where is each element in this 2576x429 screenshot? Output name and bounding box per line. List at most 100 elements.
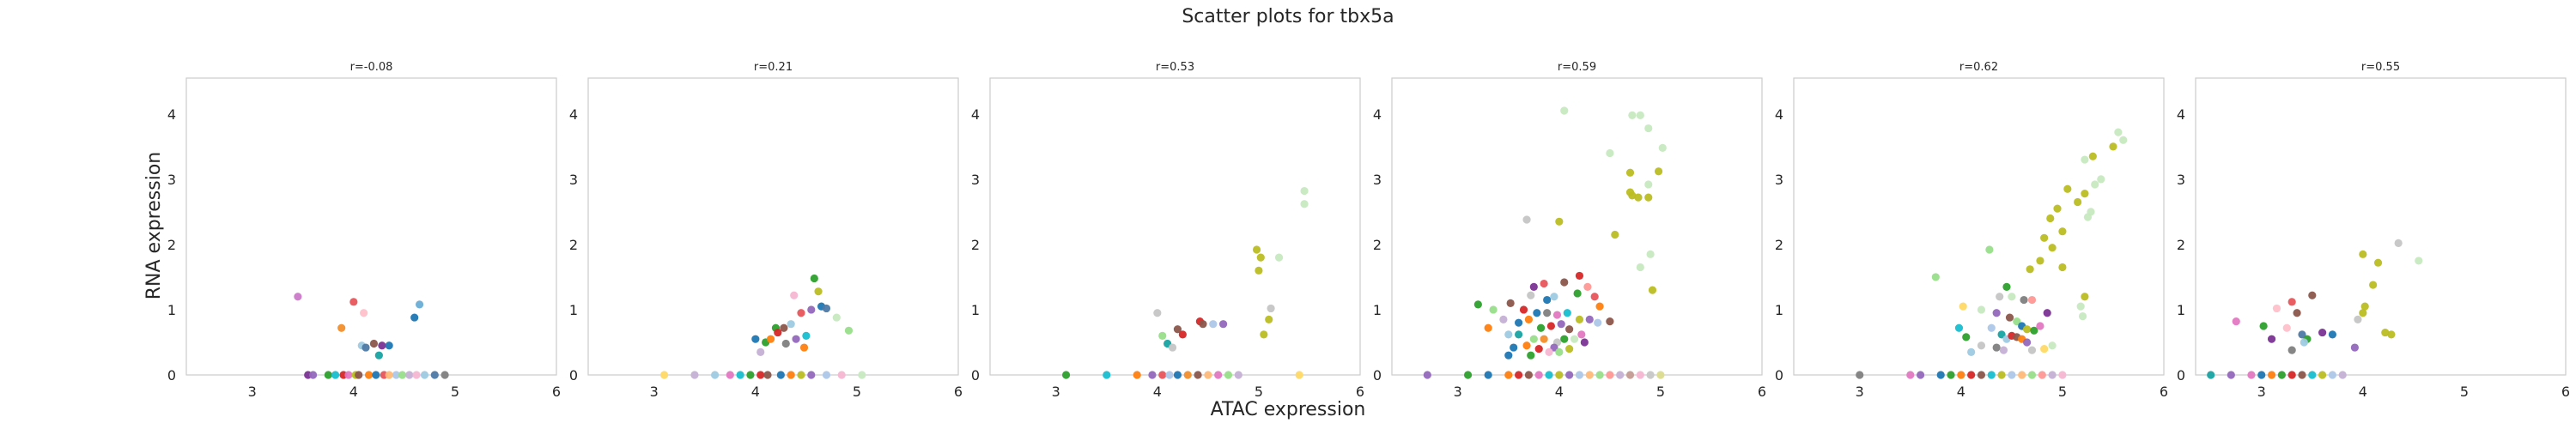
data-point xyxy=(2328,330,2337,339)
scatter-panel-4: r=0.59 3 4 5 6 0 1 2 3 4 xyxy=(1373,61,1766,400)
data-point xyxy=(1565,344,1574,353)
data-point xyxy=(787,320,795,329)
data-point xyxy=(1158,331,1167,340)
data-point xyxy=(2109,142,2117,151)
data-point xyxy=(1510,343,1518,352)
data-points xyxy=(659,274,866,379)
data-point xyxy=(659,371,669,379)
data-point xyxy=(1997,330,2006,339)
data-point xyxy=(1917,371,1925,379)
data-point xyxy=(2298,330,2306,339)
y-tick-label: 1 xyxy=(1775,302,1783,318)
data-point xyxy=(324,371,332,379)
figure-title: Scatter plots for tbx5a xyxy=(1182,6,1394,27)
data-point xyxy=(2232,317,2240,326)
data-point xyxy=(1527,351,1535,360)
data-point xyxy=(774,328,782,337)
data-point xyxy=(1656,371,1665,379)
data-point xyxy=(1234,371,1242,379)
y-tick-label: 4 xyxy=(2177,106,2185,123)
data-point xyxy=(1628,111,1637,119)
data-point xyxy=(1103,371,1111,379)
y-tick-label: 2 xyxy=(569,237,578,253)
data-point xyxy=(2360,302,2369,311)
data-point xyxy=(1504,351,1513,360)
data-points xyxy=(2207,239,2423,379)
data-point xyxy=(797,371,805,379)
data-point xyxy=(1625,188,1635,196)
data-point xyxy=(1595,371,1604,379)
data-point xyxy=(410,313,419,322)
x-tick-label: 4 xyxy=(1555,384,1564,400)
data-point xyxy=(2287,346,2296,354)
data-point xyxy=(726,371,734,379)
data-point xyxy=(294,293,302,301)
panel-title: r=0.55 xyxy=(2361,61,2400,74)
data-point xyxy=(2005,313,2014,322)
data-point xyxy=(1997,371,2006,379)
data-point xyxy=(837,371,846,379)
data-point xyxy=(2259,322,2268,330)
y-tick-label: 1 xyxy=(2177,302,2185,318)
data-point xyxy=(2074,197,2082,207)
data-point xyxy=(1265,315,1273,323)
data-point xyxy=(2058,263,2067,272)
y-axis-label: RNA expression xyxy=(143,152,165,299)
y-tick-label: 3 xyxy=(1775,172,1783,188)
data-point xyxy=(1590,293,1599,301)
data-point xyxy=(2119,136,2128,144)
data-point xyxy=(814,287,823,296)
data-point xyxy=(1644,193,1653,202)
scatter-panel-6: r=0.55 3 4 5 6 0 1 2 3 4 xyxy=(2177,61,2570,400)
data-point xyxy=(1577,330,1586,339)
data-point xyxy=(1563,309,1571,317)
data-points xyxy=(294,293,449,379)
panel-title: r=0.53 xyxy=(1156,61,1194,74)
data-point xyxy=(355,371,363,379)
data-point xyxy=(1575,371,1584,379)
data-point xyxy=(1550,343,1558,352)
data-point xyxy=(2020,295,2028,305)
data-point xyxy=(2081,293,2089,301)
data-point xyxy=(1648,286,1657,294)
data-point xyxy=(1536,323,1546,332)
data-point xyxy=(1545,371,1553,379)
data-point xyxy=(2308,371,2317,379)
y-tick-label: 0 xyxy=(1373,367,1382,384)
data-point xyxy=(2002,282,2011,291)
data-point xyxy=(2267,371,2276,379)
data-point xyxy=(1957,371,1965,379)
data-point xyxy=(1255,266,1263,275)
data-point xyxy=(2373,258,2383,267)
x-tick-label: 5 xyxy=(2460,384,2469,400)
data-point xyxy=(2227,371,2235,379)
x-tick-label: 5 xyxy=(1656,384,1665,400)
x-tick-label: 6 xyxy=(2160,384,2168,400)
x-tick-label: 4 xyxy=(751,384,760,400)
data-point xyxy=(1625,168,1635,177)
data-point xyxy=(2293,309,2301,317)
data-point xyxy=(1218,320,1228,329)
data-point xyxy=(1214,371,1223,379)
data-point xyxy=(1165,371,1174,379)
data-point xyxy=(802,331,811,340)
data-point xyxy=(1300,200,1309,208)
data-point xyxy=(2394,239,2403,247)
data-point xyxy=(1967,347,1976,356)
data-point xyxy=(1533,309,1541,317)
data-point xyxy=(412,371,421,379)
data-point xyxy=(1646,371,1655,379)
data-point xyxy=(361,343,370,352)
data-point xyxy=(756,347,765,356)
data-point xyxy=(2027,295,2037,305)
data-point xyxy=(2298,371,2306,379)
x-tick-label: 3 xyxy=(1052,384,1060,400)
data-point xyxy=(1133,371,1141,379)
data-point xyxy=(369,339,379,348)
data-point xyxy=(1552,311,1562,319)
plot-frame xyxy=(1391,77,1763,376)
data-point xyxy=(780,323,788,332)
data-point xyxy=(2318,371,2327,379)
data-point xyxy=(2027,346,2037,354)
data-point xyxy=(1992,343,2001,352)
